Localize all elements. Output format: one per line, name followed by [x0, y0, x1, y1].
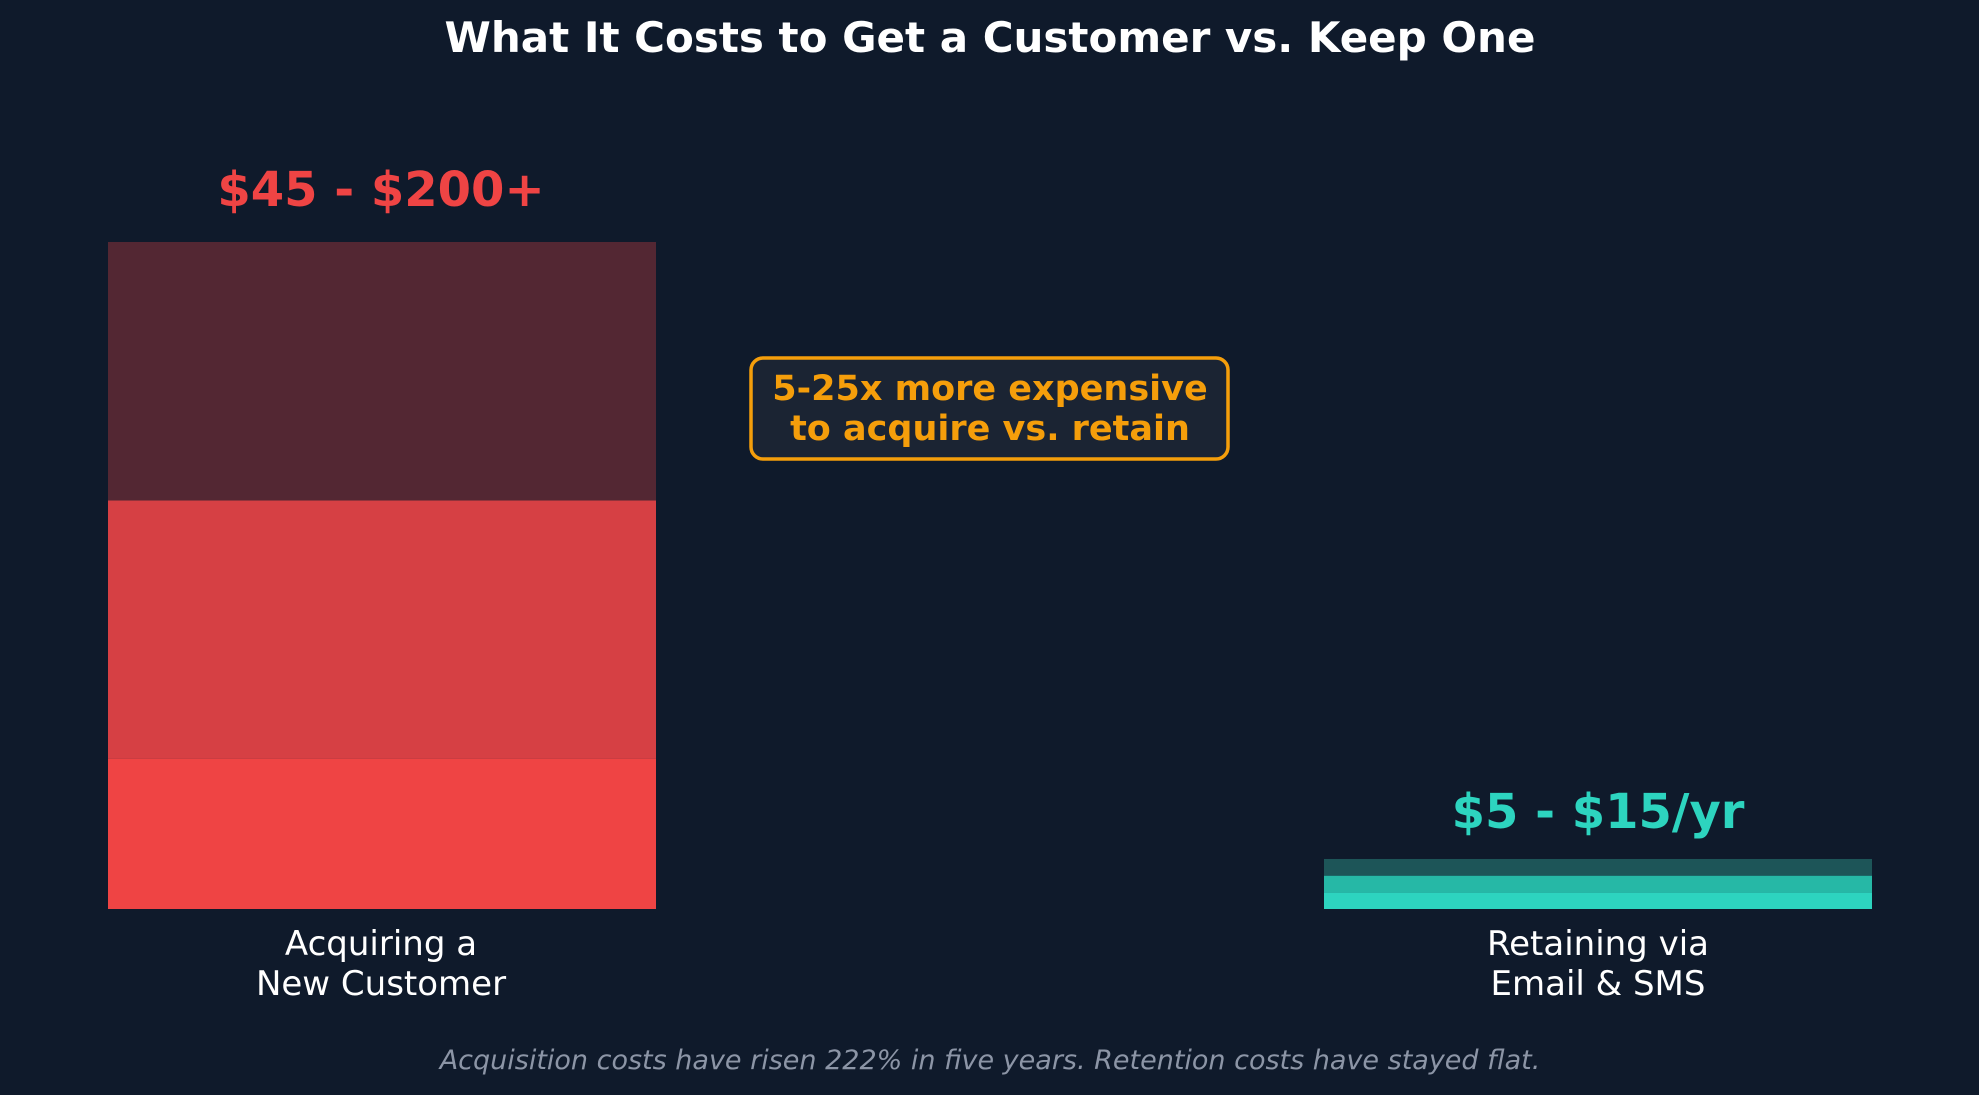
bar-group [108, 242, 1872, 909]
bar-segment-retain-1 [1324, 875, 1872, 893]
chart-title: What It Costs to Get a Customer vs. Keep… [445, 13, 1536, 62]
annotation-box [749, 356, 1230, 461]
bar-segment-acquire-2 [108, 242, 656, 501]
bar-segment-acquire-1 [108, 500, 656, 759]
bar-segment-acquire-0 [108, 758, 656, 909]
annotation-text: 5-25x more expensive to acquire vs. retai… [772, 369, 1207, 449]
annotation-callout: 5-25x more expensive to acquire vs. retai… [749, 356, 1230, 461]
bar-value-label-acquire: $45 - $200+ [217, 162, 544, 218]
bar-value-label-retain: $5 - $15/yr [1452, 784, 1745, 840]
bar-segment-retain-2 [1324, 858, 1872, 876]
bar-segment-retain-0 [1324, 892, 1872, 909]
category-label-acquire: Acquiring a New Customer [256, 924, 506, 1004]
chart-footnote: Acquisition costs have risen 222% in fiv… [438, 1045, 1541, 1076]
category-label-retain: Retaining via Email & SMS [1487, 924, 1709, 1004]
